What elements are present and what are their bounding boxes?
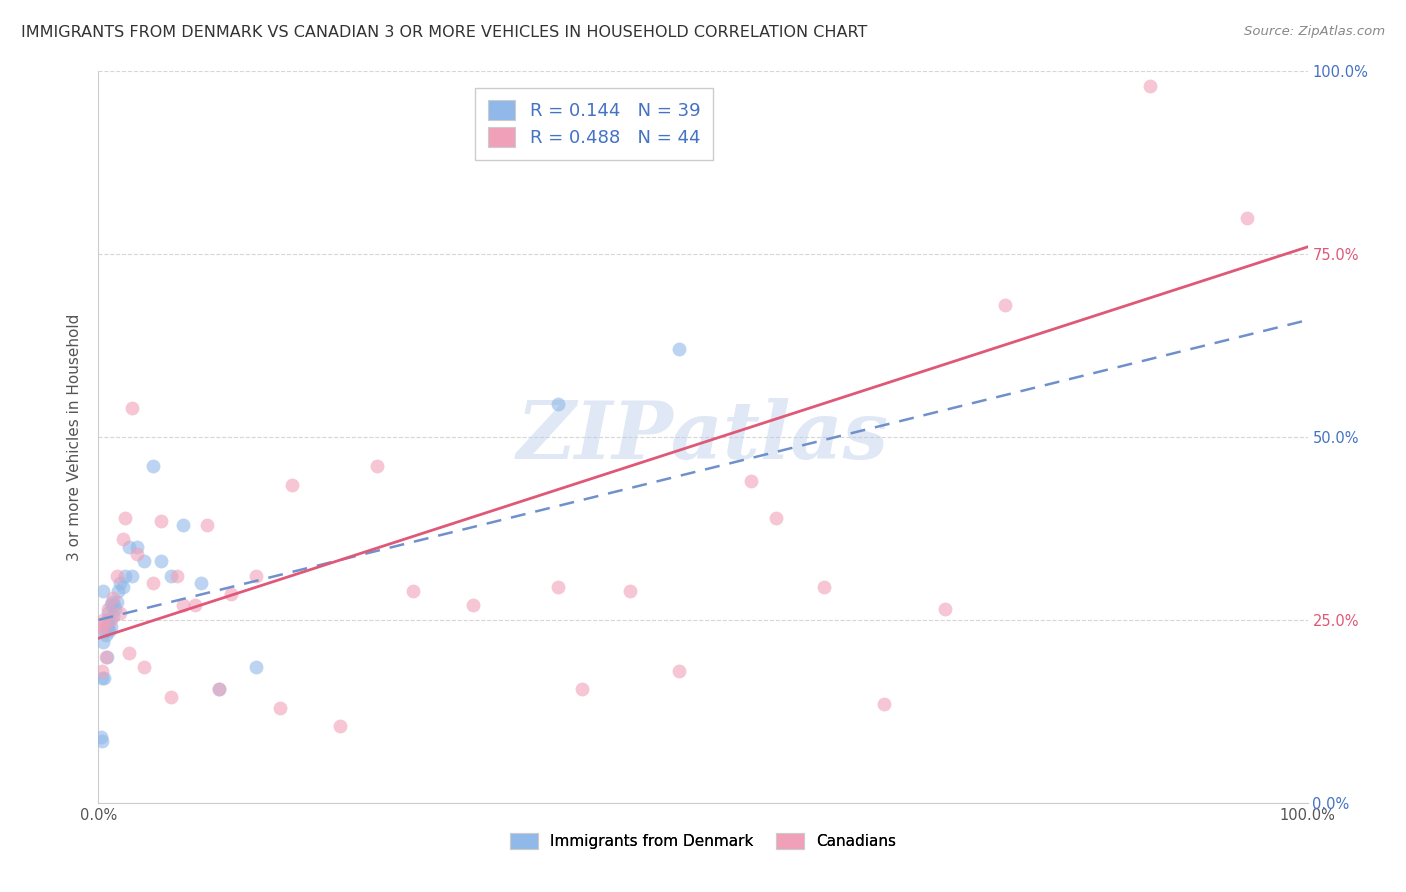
Point (91, 672, 114, 686)
Point (97, 602, 120, 616)
Point (93, 620, 115, 634)
Point (668, 664, 690, 678)
Point (111, 533, 134, 547)
Point (104, 602, 127, 616)
Point (134, 660, 156, 674)
Point (269, 700, 291, 714)
Point (142, 576, 165, 591)
Point (91, 635, 114, 649)
Point (668, 343, 690, 357)
Point (160, 690, 183, 704)
Point (100, 613, 122, 627)
Point (100, 620, 122, 634)
Point (934, 602, 956, 616)
Point (91, 583, 114, 598)
Point (97, 606, 120, 620)
Point (281, 477, 304, 491)
Point (100, 594, 122, 608)
Point (108, 576, 131, 591)
Point (101, 591, 124, 605)
Point (134, 554, 156, 568)
Point (93, 672, 115, 686)
Point (172, 599, 194, 613)
Point (121, 569, 143, 583)
Point (245, 569, 267, 583)
Point (91, 613, 114, 627)
Point (114, 510, 136, 524)
Point (547, 397, 569, 411)
Point (172, 517, 194, 532)
Point (150, 554, 173, 568)
Point (93, 624, 115, 638)
Point (94, 620, 117, 634)
Point (160, 569, 183, 583)
Point (105, 594, 128, 608)
Point (94, 627, 117, 641)
Point (208, 682, 231, 697)
Point (195, 517, 218, 532)
Point (118, 646, 141, 660)
Text: IMMIGRANTS FROM DENMARK VS CANADIAN 3 OR MORE VEHICLES IN HOUSEHOLD CORRELATION : IMMIGRANTS FROM DENMARK VS CANADIAN 3 OR… (21, 25, 868, 40)
Point (619, 583, 641, 598)
Point (1139, 78, 1161, 93)
Point (166, 569, 188, 583)
Point (121, 401, 143, 415)
Point (91, 664, 114, 678)
Point (90, 730, 112, 744)
Point (221, 587, 243, 601)
Point (90, 620, 112, 634)
Point (142, 459, 165, 474)
Point (100, 599, 122, 613)
Point (97, 620, 120, 634)
Point (463, 599, 485, 613)
Y-axis label: 3 or more Vehicles in Household: 3 or more Vehicles in Household (67, 313, 83, 561)
Text: Source: ZipAtlas.com: Source: ZipAtlas.com (1244, 25, 1385, 38)
Point (184, 599, 207, 613)
Point (765, 510, 787, 524)
Point (994, 298, 1017, 312)
Point (402, 583, 425, 598)
Point (813, 580, 835, 594)
Point (114, 569, 136, 583)
Point (245, 660, 267, 674)
Point (740, 474, 762, 488)
Point (101, 609, 124, 624)
Point (208, 682, 231, 697)
Point (571, 682, 593, 697)
Point (96, 613, 118, 627)
Point (873, 697, 896, 711)
Point (107, 583, 129, 598)
Point (127, 547, 149, 561)
Point (118, 540, 141, 554)
Point (96, 649, 118, 664)
Legend: Immigrants from Denmark, Canadians: Immigrants from Denmark, Canadians (503, 827, 903, 855)
Point (111, 580, 134, 594)
Point (105, 569, 128, 583)
Point (329, 719, 352, 733)
Point (127, 540, 149, 554)
Point (366, 459, 388, 474)
Text: ZIPatlas: ZIPatlas (517, 399, 889, 475)
Point (1236, 211, 1258, 225)
Point (103, 599, 125, 613)
Point (190, 576, 212, 591)
Point (94, 649, 117, 664)
Point (98, 613, 121, 627)
Point (108, 606, 131, 620)
Point (98, 624, 121, 638)
Point (150, 514, 173, 528)
Point (91, 733, 114, 747)
Point (547, 580, 569, 594)
